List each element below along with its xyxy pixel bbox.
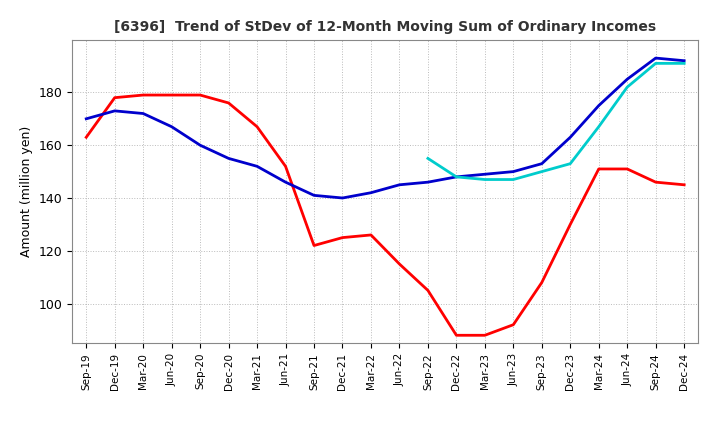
3 Years: [366, 232, 375, 238]
3 Years: [452, 333, 461, 338]
3 Years: [423, 288, 432, 293]
5 Years: [338, 195, 347, 201]
5 Years: [537, 161, 546, 166]
5 Years: [595, 103, 603, 108]
7 Years: [452, 174, 461, 180]
7 Years: [423, 156, 432, 161]
7 Years: [623, 84, 631, 90]
Line: 3 Years: 3 Years: [86, 95, 684, 335]
5 Years: [310, 193, 318, 198]
3 Years: [652, 180, 660, 185]
3 Years: [480, 333, 489, 338]
5 Years: [253, 164, 261, 169]
5 Years: [395, 182, 404, 187]
3 Years: [110, 95, 119, 100]
5 Years: [509, 169, 518, 174]
3 Years: [139, 92, 148, 98]
3 Years: [196, 92, 204, 98]
3 Years: [566, 222, 575, 227]
5 Years: [452, 174, 461, 180]
7 Years: [680, 61, 688, 66]
3 Years: [253, 124, 261, 129]
3 Years: [395, 261, 404, 267]
3 Years: [82, 135, 91, 140]
7 Years: [652, 61, 660, 66]
5 Years: [282, 180, 290, 185]
5 Years: [225, 156, 233, 161]
5 Years: [623, 77, 631, 82]
5 Years: [196, 143, 204, 148]
5 Years: [680, 58, 688, 63]
7 Years: [480, 177, 489, 182]
5 Years: [139, 111, 148, 116]
5 Years: [480, 172, 489, 177]
5 Years: [167, 124, 176, 129]
Line: 7 Years: 7 Years: [428, 63, 684, 180]
7 Years: [537, 169, 546, 174]
5 Years: [652, 55, 660, 61]
Title: [6396]  Trend of StDev of 12-Month Moving Sum of Ordinary Incomes: [6396] Trend of StDev of 12-Month Moving…: [114, 20, 656, 34]
3 Years: [595, 166, 603, 172]
5 Years: [82, 116, 91, 121]
3 Years: [537, 280, 546, 285]
5 Years: [366, 190, 375, 195]
5 Years: [423, 180, 432, 185]
5 Years: [566, 135, 575, 140]
7 Years: [509, 177, 518, 182]
7 Years: [595, 124, 603, 129]
3 Years: [310, 243, 318, 248]
Line: 5 Years: 5 Years: [86, 58, 684, 198]
3 Years: [225, 100, 233, 106]
3 Years: [282, 164, 290, 169]
3 Years: [509, 322, 518, 327]
3 Years: [167, 92, 176, 98]
3 Years: [338, 235, 347, 240]
7 Years: [566, 161, 575, 166]
5 Years: [110, 108, 119, 114]
3 Years: [680, 182, 688, 187]
3 Years: [623, 166, 631, 172]
Y-axis label: Amount (million yen): Amount (million yen): [20, 126, 33, 257]
